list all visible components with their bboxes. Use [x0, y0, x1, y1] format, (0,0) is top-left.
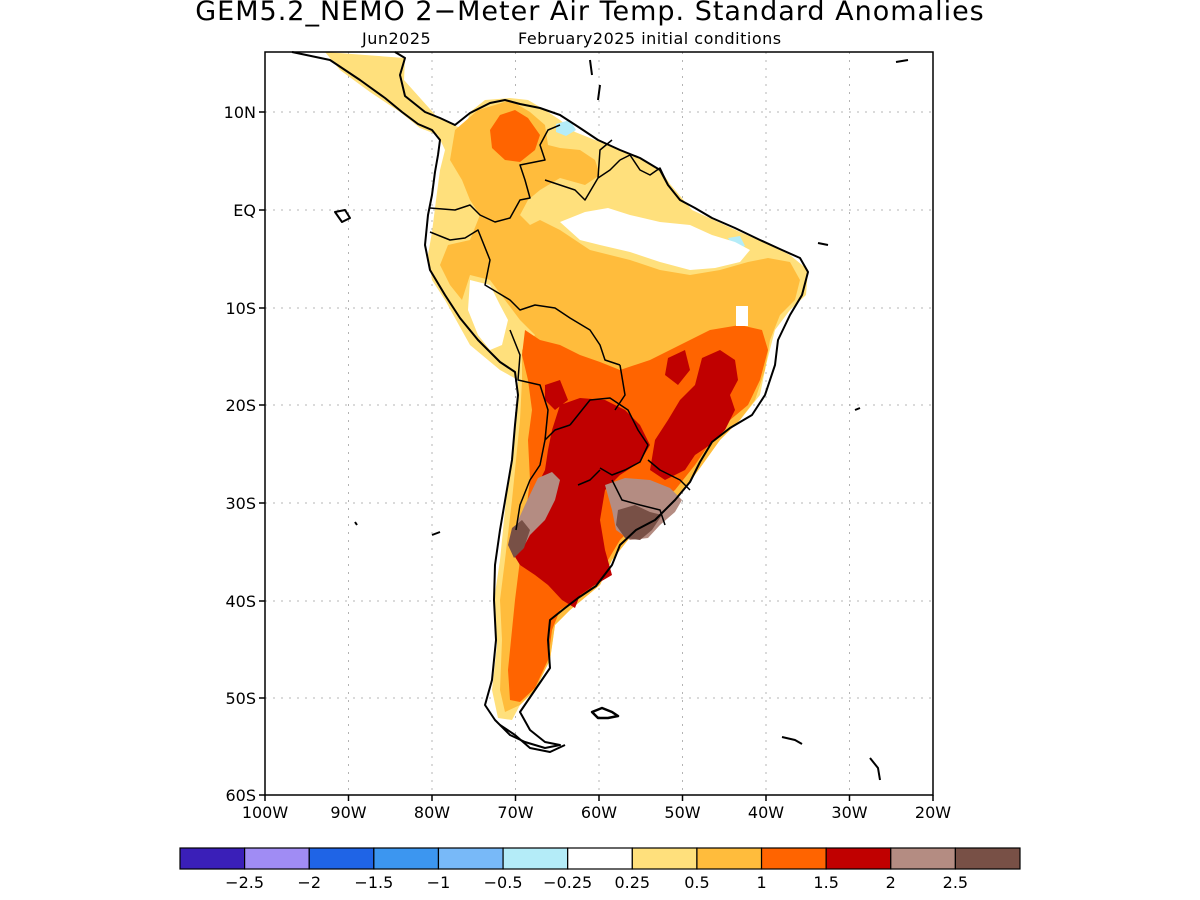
lat-tick-label: 10N: [224, 103, 256, 122]
colorbar-swatch: [179, 847, 246, 870]
initial-conditions: February2025 initial conditions: [518, 29, 782, 48]
lon-tick-label: 70W: [497, 803, 533, 822]
colorbar-swatch: [890, 847, 956, 870]
south-georgia: [781, 736, 803, 745]
lat-tick-label: 50S: [225, 689, 256, 708]
colorbar-label: −0.5: [484, 873, 523, 892]
anomaly-fill: [325, 52, 808, 720]
colorbar-swatch: [244, 847, 310, 870]
lon-tick-label: 100W: [242, 803, 289, 822]
lon-tick-label: 80W: [414, 803, 450, 822]
continent-outline: [291, 51, 809, 749]
lat-tick-label: 20S: [225, 396, 256, 415]
colorbar-label: 1.5: [813, 873, 838, 892]
colorbar-label: −1: [427, 873, 451, 892]
lon-tick-label: 90W: [330, 803, 366, 822]
lat-tick-label: 60S: [225, 786, 256, 805]
islands-east: [817, 242, 881, 781]
colorbar-swatch: [696, 847, 763, 870]
caribbean-islands: [354, 59, 909, 536]
lon-tick-label: 30W: [831, 803, 867, 822]
latitude-axis: 10N EQ 10S 20S 30S 40S 50S 60S: [224, 103, 265, 805]
lon-tick-label: 40W: [748, 803, 784, 822]
forecast-month: Jun2025: [362, 29, 432, 48]
anomaly-region-2.5: [508, 505, 662, 558]
tierra-del-fuego: [499, 724, 566, 753]
colorbar-swatch: [954, 847, 1021, 870]
colorbar-label: −2: [297, 873, 321, 892]
map-title: GEM5.2_NEMO 2−Meter Air Temp. Standard A…: [195, 0, 985, 27]
galapagos: [334, 209, 351, 223]
country-borders: [429, 124, 691, 531]
colorbar-label: −0.25: [543, 873, 592, 892]
anomaly-region-white: [468, 208, 750, 350]
colorbar-label: 2.5: [943, 873, 968, 892]
lat-tick-label: 30S: [225, 494, 256, 513]
longitude-axis: 100W 90W 80W 70W 60W 50W 40W 30W 20W: [242, 795, 951, 822]
colorbar-swatch: [502, 847, 569, 870]
lat-tick-label: EQ: [233, 201, 256, 220]
colorbar-swatch: [825, 847, 892, 870]
colorbar-swatch: [437, 847, 504, 870]
colorbar-swatch: [760, 847, 827, 870]
colorbar-label: −1.5: [354, 873, 393, 892]
colorbar-label: 1: [756, 873, 766, 892]
colorbar-label: 2: [886, 873, 896, 892]
colorbar-label: −2.5: [225, 873, 264, 892]
colorbar-label: 0.25: [614, 873, 650, 892]
colorbar: −2.5 −2 −1.5 −1 −0.5 −0.25 0.25 0.5 1 1.5 2 2.5: [179, 847, 1021, 892]
colorbar-swatch: [308, 847, 375, 870]
lat-tick-label: 10S: [225, 299, 256, 318]
colorbar-swatch: [373, 847, 440, 870]
colorbar-label: 0.5: [684, 873, 709, 892]
colorbar-swatch: [631, 847, 698, 870]
falklands: [590, 706, 620, 720]
lon-tick-label: 50W: [664, 803, 700, 822]
lon-tick-label: 60W: [581, 803, 617, 822]
coastlines: [291, 51, 909, 781]
anomaly-region-1.5: [512, 350, 738, 608]
lat-tick-label: 40S: [225, 592, 256, 611]
lon-tick-label: 20W: [915, 803, 951, 822]
colorbar-swatch: [567, 847, 633, 870]
